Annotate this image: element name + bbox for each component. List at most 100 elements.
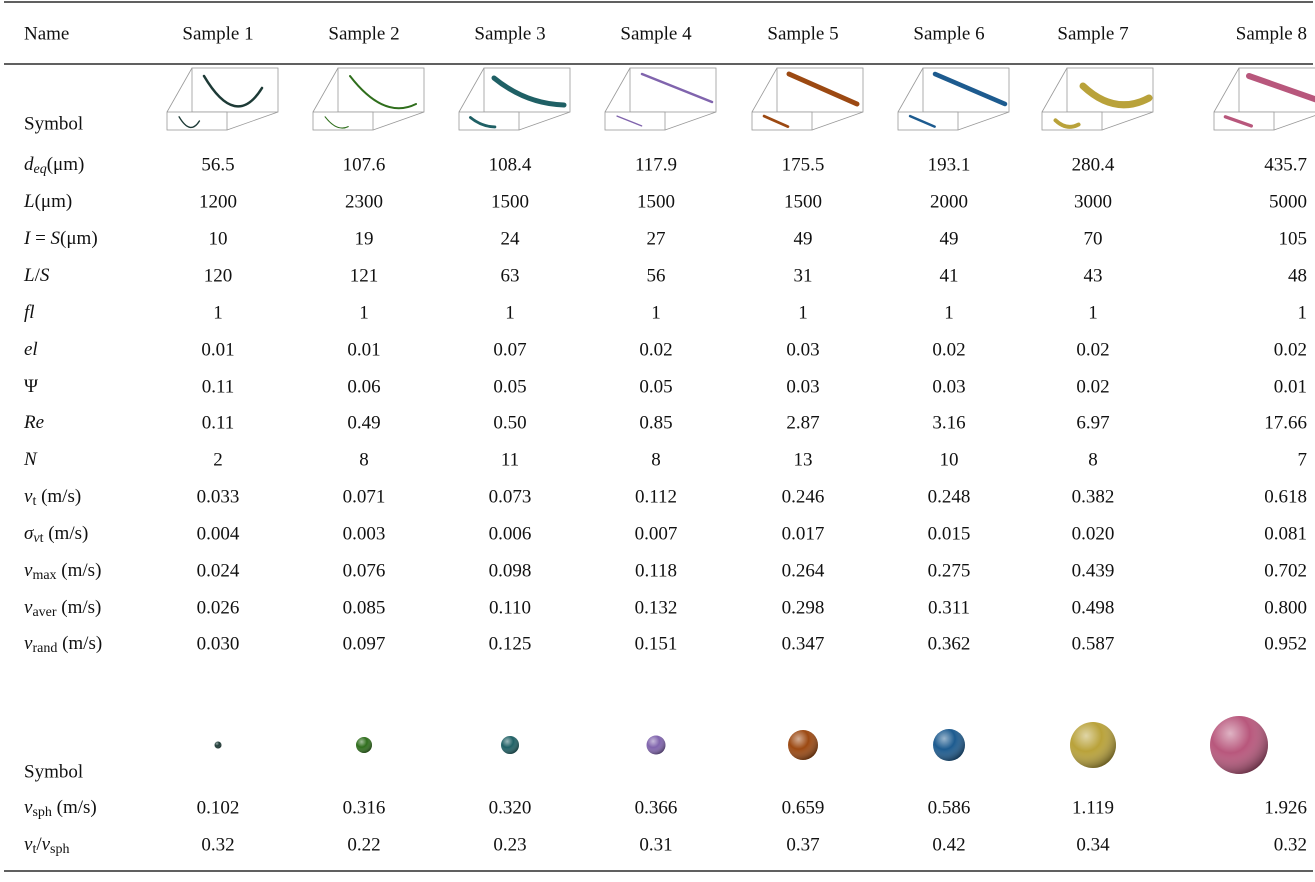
label-part: (m/s) <box>52 797 97 818</box>
cell: 0.42 <box>932 834 965 855</box>
cell: 1.926 <box>1264 797 1307 818</box>
cell: 0.702 <box>1264 560 1307 581</box>
cell: 24 <box>501 228 521 249</box>
zoom-line <box>897 67 924 113</box>
cell: 2300 <box>345 191 383 212</box>
zoom-frame <box>191 67 279 113</box>
fiber-symbol <box>312 67 425 131</box>
label-part: = <box>30 228 50 249</box>
small-frame <box>1213 111 1275 131</box>
label-part: el <box>24 339 38 360</box>
cell: 435.7 <box>1264 154 1307 175</box>
sphere-shade <box>1210 716 1268 774</box>
fiber <box>640 72 714 104</box>
cell: 0.586 <box>928 797 971 818</box>
label-part: v <box>24 633 33 654</box>
cell: 0.05 <box>639 376 672 397</box>
label-part: rand <box>32 641 57 656</box>
cell: 0.311 <box>928 597 970 618</box>
cell: 0.07 <box>493 339 526 360</box>
small-frame <box>897 111 959 131</box>
cell: 8 <box>359 449 369 470</box>
label-part: (m/s) <box>57 560 102 581</box>
fiber-symbol <box>897 67 1010 131</box>
zoom-line <box>604 67 631 113</box>
cell: 27 <box>647 228 666 249</box>
row-label: I = S(μm) <box>23 228 98 249</box>
cell: 0.02 <box>1274 339 1307 360</box>
cell: 0.024 <box>197 560 240 581</box>
zoom-line <box>957 111 1010 131</box>
cell: 70 <box>1084 228 1103 249</box>
cell: 8 <box>1088 449 1098 470</box>
label-part: max <box>32 568 56 583</box>
cell: 0.02 <box>932 339 965 360</box>
zoom-line <box>372 111 425 131</box>
row-label: vt/vsph <box>24 834 70 857</box>
cell: 31 <box>794 265 813 286</box>
cell: 7 <box>1298 449 1308 470</box>
cell: 0.102 <box>197 797 240 818</box>
fiber-small <box>1053 118 1081 129</box>
cell: 0.11 <box>202 412 235 433</box>
cell: 0.110 <box>489 597 531 618</box>
sphere-shade <box>501 736 519 754</box>
cell: 108.4 <box>489 154 532 175</box>
cell: 0.366 <box>635 797 678 818</box>
cell: 0.098 <box>489 560 532 581</box>
cell: 0.073 <box>489 486 532 507</box>
label-part: (m/s) <box>36 486 81 507</box>
cell: 0.02 <box>1076 376 1109 397</box>
row-label: Symbol <box>24 761 83 782</box>
cell: 0.22 <box>347 834 380 855</box>
column-header: Sample 4 <box>620 23 692 44</box>
cell: 0.32 <box>1274 834 1307 855</box>
fiber-small <box>324 116 349 129</box>
cell: 1 <box>1088 302 1098 323</box>
cell: 0.587 <box>1072 633 1115 654</box>
cell: 175.5 <box>782 154 825 175</box>
row-label: vmax (m/s) <box>24 560 101 583</box>
cell: 0.081 <box>1264 523 1307 544</box>
zoom-line <box>458 67 485 113</box>
cell: 10 <box>940 449 959 470</box>
zoom-line <box>226 111 279 131</box>
label-part: σ <box>24 523 34 544</box>
cell: 0.50 <box>493 412 526 433</box>
cell: 1500 <box>637 191 675 212</box>
zoom-line <box>312 67 339 113</box>
cell: 0.49 <box>347 412 380 433</box>
cell: 1.119 <box>1072 797 1114 818</box>
cell: 56.5 <box>201 154 234 175</box>
column-header: Sample 7 <box>1057 23 1128 44</box>
cell: 13 <box>794 449 813 470</box>
zoom-line <box>811 111 864 131</box>
label-part: v <box>24 797 33 818</box>
cell: 43 <box>1084 265 1103 286</box>
label-part: S <box>40 265 50 286</box>
cell: 0.076 <box>343 560 386 581</box>
cell: 1 <box>213 302 223 323</box>
row-label: L(μm) <box>23 191 72 212</box>
cell: 0.004 <box>197 523 240 544</box>
cell: 0.01 <box>1274 376 1307 397</box>
fiber-symbol <box>604 67 717 131</box>
fiber-symbol <box>751 67 864 131</box>
column-header: Sample 2 <box>328 23 399 44</box>
row-label: Symbol <box>24 113 83 134</box>
cell: 0.275 <box>928 560 971 581</box>
row-label: deq(μm) <box>24 154 84 177</box>
label-part: Ψ <box>24 376 38 397</box>
cell: 0.112 <box>635 486 677 507</box>
cell: 0.007 <box>635 523 678 544</box>
fiber <box>202 74 264 108</box>
cell: 0.246 <box>782 486 825 507</box>
cell: 41 <box>940 265 959 286</box>
fiber-small <box>1223 115 1253 128</box>
cell: 0.23 <box>493 834 526 855</box>
row-label: vt (m/s) <box>24 486 81 509</box>
fiber-symbol <box>166 67 279 131</box>
label-part: eq <box>34 162 47 177</box>
cell: 1500 <box>784 191 822 212</box>
